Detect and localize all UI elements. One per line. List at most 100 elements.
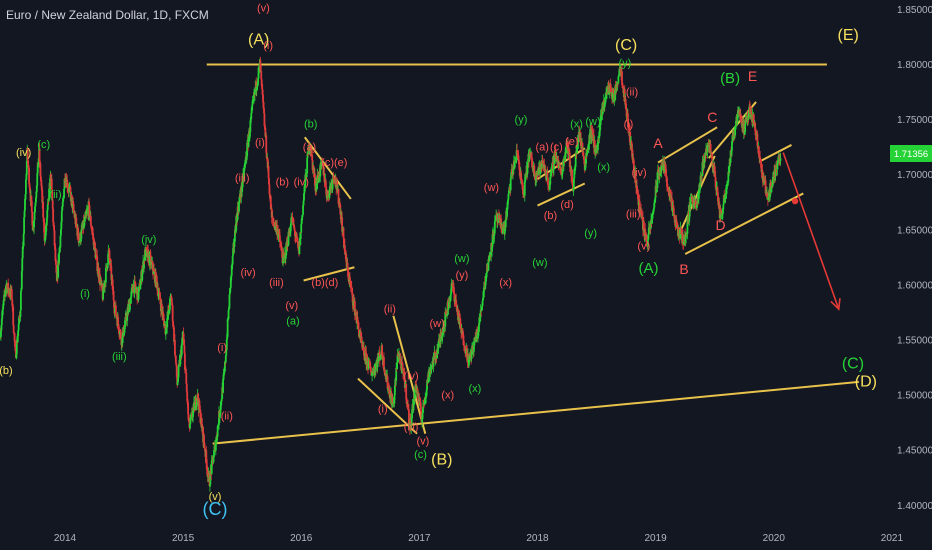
candle-body [684, 237, 687, 243]
candle-body [150, 260, 153, 265]
candle-body [177, 366, 180, 378]
candle-body [753, 125, 756, 127]
candle-body [164, 325, 167, 335]
candle-body [472, 345, 475, 352]
trendline[interactable] [303, 136, 352, 200]
candle-body [58, 247, 61, 253]
candle-body [481, 300, 484, 306]
candle-body [338, 203, 340, 205]
candle-body [599, 115, 602, 125]
candle-body [431, 364, 433, 366]
candle-body [552, 169, 555, 171]
candle-body [177, 377, 180, 382]
candle-body [567, 141, 569, 155]
candle-body [135, 290, 138, 292]
candle-body [302, 200, 305, 206]
candle-body [433, 352, 436, 358]
candle-body [31, 211, 34, 226]
trendline[interactable] [392, 315, 427, 434]
candle-body [779, 158, 782, 161]
candle-body [350, 287, 353, 289]
candle-body [119, 331, 121, 334]
candle-body [234, 229, 236, 242]
candle-body [44, 238, 46, 241]
candle-body [129, 296, 132, 304]
candle-body [310, 151, 313, 155]
candle-body [203, 442, 206, 449]
candle-body [557, 165, 560, 168]
candle-body [622, 87, 625, 94]
candle-body [48, 188, 50, 201]
candle-body [771, 177, 774, 186]
candle-body [659, 172, 662, 175]
candle-body [437, 348, 439, 354]
trendline[interactable] [357, 377, 418, 435]
trendline[interactable] [303, 266, 355, 282]
candle-body [195, 405, 198, 408]
candle-body [186, 391, 189, 402]
candle-body [319, 164, 322, 177]
candle-body [313, 173, 316, 186]
candle-body [290, 218, 293, 224]
candle-body [562, 164, 564, 166]
candle-body [513, 161, 516, 168]
candle-body [71, 202, 74, 209]
trendline[interactable] [684, 192, 804, 255]
candle-body [526, 164, 529, 174]
candle-body [83, 220, 85, 228]
candle-body [490, 243, 493, 251]
candle-body [544, 171, 547, 172]
candle-body [2, 305, 5, 309]
trendline[interactable] [212, 380, 859, 445]
candle-body [209, 484, 211, 487]
candle-body [318, 176, 321, 178]
candle-body [608, 85, 611, 93]
candle-body [347, 276, 350, 278]
candle-body [195, 399, 198, 406]
candle-body [206, 470, 209, 477]
candle-body [233, 241, 236, 247]
candle-body [492, 235, 495, 240]
candle-body [43, 218, 45, 233]
trendline[interactable] [537, 182, 586, 207]
candle-body [373, 367, 376, 375]
candle-body [688, 202, 691, 217]
trendline[interactable] [708, 101, 757, 159]
candle-body [550, 167, 553, 172]
candle-body [422, 406, 424, 413]
candle-body [658, 171, 661, 180]
trendline[interactable] [657, 126, 718, 164]
y-tick-label: 1.65000 [897, 225, 932, 236]
candle-body [169, 297, 172, 299]
candle-body [637, 193, 640, 206]
candle-body [500, 218, 503, 229]
candle-body [47, 198, 50, 205]
candle-body [567, 149, 570, 151]
candle-body [311, 154, 314, 161]
candle-body [425, 394, 428, 397]
candle-body [403, 369, 405, 374]
candle-body [278, 232, 281, 236]
candle-body [239, 197, 242, 199]
candle-body [635, 179, 638, 188]
trendline[interactable] [759, 144, 792, 163]
candle-body [23, 210, 26, 218]
candle-body [365, 359, 368, 365]
wave-label: (c) [414, 449, 427, 461]
candle-body [1, 308, 4, 312]
candle-body [657, 169, 660, 173]
wave-label: (w) [429, 318, 444, 330]
candle-body [261, 89, 264, 95]
candle-body [546, 172, 549, 179]
candle-body [653, 200, 656, 203]
candle-body [184, 353, 186, 370]
candle-body [96, 256, 99, 271]
wave-label: (v) [417, 436, 430, 448]
candle-body [20, 288, 23, 292]
candle-body [471, 345, 473, 355]
candle-body [164, 323, 166, 325]
candle-body [22, 246, 25, 248]
candle-body [416, 388, 419, 396]
candle-body [586, 149, 589, 153]
